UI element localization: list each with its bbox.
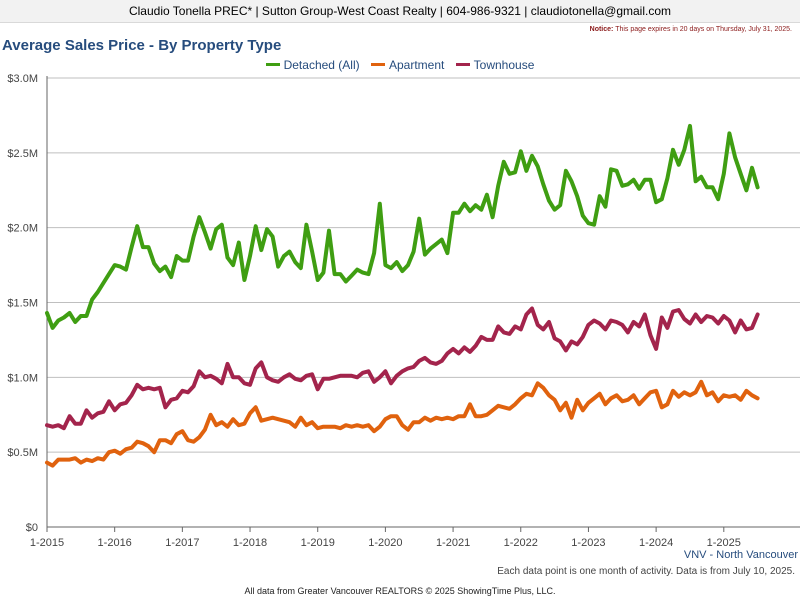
y-tick-label: $3.0M — [7, 73, 38, 85]
x-tick-label: 1-2019 — [301, 537, 335, 549]
notice-text: This page expires in 20 days on Thursday… — [615, 26, 792, 33]
legend-swatch-apartment — [370, 63, 385, 67]
chart-title: Average Sales Price - By Property Type — [2, 37, 282, 54]
x-tick-label: 1-2020 — [368, 537, 402, 549]
legend-label-townhouse: Townhouse — [473, 58, 535, 72]
x-tick-label: 1-2022 — [504, 537, 538, 549]
legend-swatch-townhouse — [455, 63, 470, 67]
source-footer: All data from Greater Vancouver REALTORS… — [244, 586, 556, 596]
series-line-detached-all — [45, 123, 760, 330]
series-line-apartment — [45, 379, 760, 468]
x-tick-label: 1-2018 — [233, 537, 267, 549]
legend-swatch-detached — [265, 63, 280, 67]
legend-item-detached: Detached (All) — [265, 58, 360, 72]
x-tick-label: 1-2016 — [98, 537, 132, 549]
x-tick-label: 1-2021 — [436, 537, 470, 549]
x-tick-label: 1-2017 — [165, 537, 199, 549]
contact-info: Claudio Tonella PREC* | Sutton Group-Wes… — [128, 4, 672, 18]
legend-item-townhouse: Townhouse — [455, 58, 535, 72]
legend-label-apartment: Apartment — [388, 58, 445, 72]
chart-legend: Detached (All) Apartment Townhouse — [0, 58, 800, 72]
y-tick-label: $0 — [26, 522, 38, 534]
y-tick-label: $2.5M — [7, 148, 38, 160]
legend-item-apartment: Apartment — [370, 58, 445, 72]
contact-header: Claudio Tonella PREC* | Sutton Group-Wes… — [0, 0, 800, 23]
expiry-notice: Notice: This page expires in 20 days on … — [590, 26, 792, 33]
data-note: Each data point is one month of activity… — [497, 566, 795, 577]
y-tick-label: $2.0M — [7, 223, 38, 235]
legend-label-detached: Detached (All) — [283, 58, 360, 72]
series-line-townhouse — [45, 306, 760, 431]
region-label: VNV - North Vancouver — [683, 549, 798, 561]
notice-label: Notice: — [589, 26, 614, 33]
y-tick-label: $0.5M — [7, 447, 38, 459]
x-tick-label: 1-2025 — [707, 537, 741, 549]
y-tick-label: $1.5M — [7, 298, 38, 310]
x-tick-label: 1-2024 — [639, 537, 673, 549]
y-tick-label: $1.0M — [7, 372, 38, 384]
x-tick-label: 1-2015 — [30, 537, 64, 549]
x-tick-label: 1-2023 — [571, 537, 605, 549]
